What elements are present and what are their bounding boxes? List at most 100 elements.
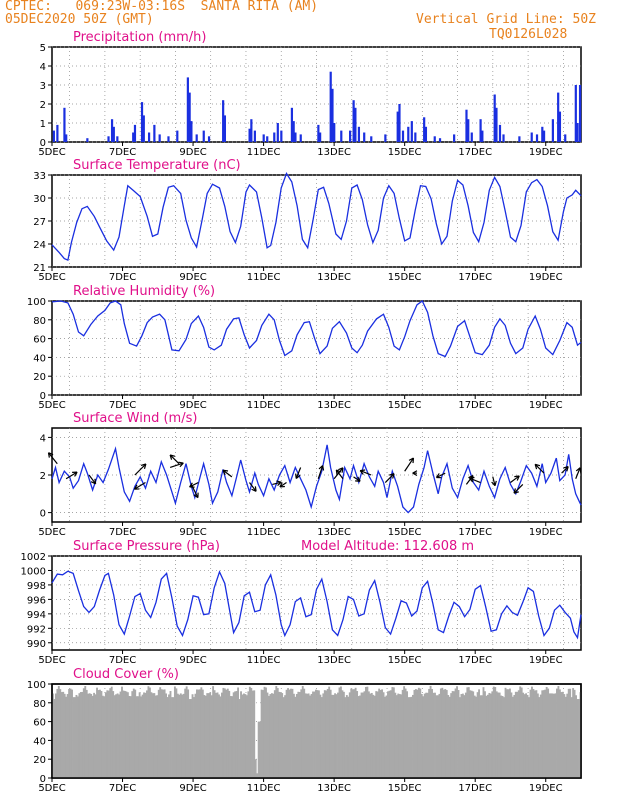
- wind-arrow: [561, 465, 569, 474]
- cloud-bar: [506, 689, 508, 778]
- cloud-bar: [422, 696, 425, 778]
- y-tick-label: 60: [33, 335, 46, 346]
- cloud-bar: [507, 689, 510, 778]
- cloud-bar: [478, 689, 481, 778]
- x-tick-label: 5DEC: [38, 783, 65, 794]
- cloud-bar: [132, 688, 135, 778]
- cloud-bar: [528, 697, 530, 778]
- cloud-bar: [94, 694, 97, 778]
- cloud-bar: [62, 691, 65, 778]
- cloud-bar: [232, 692, 235, 778]
- cloud-bar: [503, 697, 505, 778]
- precip-bar: [357, 126, 361, 142]
- cloud-bar: [173, 686, 176, 778]
- cloud-bar: [400, 694, 403, 778]
- cloud-bar: [103, 696, 106, 778]
- cloud-bar: [498, 692, 501, 778]
- precip-bar: [363, 132, 366, 142]
- precip-bar: [340, 130, 343, 142]
- cloud-bar: [320, 697, 323, 778]
- precip-bar: [176, 130, 179, 142]
- cloud-bar: [531, 686, 533, 778]
- cloud-bar: [106, 690, 109, 778]
- cloud-bar: [384, 696, 386, 778]
- cloud-bar: [131, 691, 134, 778]
- x-tick-label: 11DEC: [247, 655, 281, 666]
- panel-title: Surface Temperature (nC): [73, 158, 241, 173]
- cloud-bar: [442, 689, 445, 778]
- cloud-bar: [378, 688, 381, 778]
- cloud-bar: [379, 690, 382, 778]
- series-line: [51, 300, 582, 358]
- cloud-bar: [210, 695, 213, 778]
- cloud-bar: [448, 696, 451, 778]
- series-line: [51, 570, 582, 640]
- cloud-bar: [163, 689, 166, 778]
- cloud-bar: [137, 696, 140, 778]
- x-tick-label: 7DEC: [109, 400, 136, 411]
- wind-arrow: [272, 480, 282, 487]
- cloud-bar: [107, 690, 110, 778]
- cloud-bar: [547, 688, 550, 778]
- cloud-bar: [250, 687, 253, 778]
- cloud-bar: [248, 686, 251, 778]
- cloud-bar: [533, 690, 536, 778]
- cloud-bar: [188, 699, 191, 778]
- precip-bar: [453, 134, 456, 142]
- precip-bar: [433, 136, 436, 142]
- cloud-bar: [479, 695, 482, 778]
- precip-bar: [202, 130, 205, 142]
- header-run: 05DEC2020 50Z (GMT): [5, 12, 154, 27]
- cloud-bar: [354, 687, 357, 778]
- cloud-bar: [110, 686, 113, 778]
- cloud-bar: [542, 690, 545, 778]
- cloud-bar: [388, 690, 391, 778]
- cloud-bar: [97, 690, 100, 778]
- cloud-bar: [517, 690, 520, 778]
- x-tick-label: 15DEC: [388, 400, 422, 411]
- cloud-bar: [113, 695, 116, 778]
- cloud-bar: [419, 688, 422, 778]
- wind-arrow: [359, 469, 372, 476]
- x-tick-label: 17DEC: [458, 655, 492, 666]
- cloud-bar: [485, 695, 488, 778]
- cloud-bar: [391, 687, 394, 778]
- cloud-bar: [223, 688, 226, 778]
- precip-bar: [248, 128, 251, 142]
- y-tick-label: 0: [40, 509, 46, 520]
- cloud-bar: [376, 691, 379, 778]
- precip-bar: [317, 124, 320, 142]
- cloud-bar: [548, 693, 551, 778]
- cloud-bar: [125, 691, 128, 778]
- cloud-bar: [403, 686, 406, 778]
- cloud-bar: [60, 692, 63, 778]
- cloud-bar: [315, 689, 317, 778]
- cloud-bar: [532, 689, 535, 778]
- cloud-bar: [481, 695, 483, 778]
- cloud-bar: [439, 688, 442, 778]
- cloud-bar: [464, 692, 467, 778]
- cloud-bar: [200, 687, 203, 778]
- cloud-bar: [334, 693, 337, 778]
- cloud-bar: [228, 690, 231, 778]
- cloud-bar: [578, 699, 580, 778]
- cloud-bar: [275, 686, 278, 778]
- x-tick-label: 19DEC: [529, 783, 563, 794]
- cloud-bar: [243, 693, 245, 778]
- cloud-bar: [364, 686, 367, 778]
- precip-bar: [116, 136, 119, 142]
- cloud-bar: [87, 693, 90, 778]
- cloud-bar: [140, 696, 143, 778]
- cloud-bar: [216, 692, 219, 778]
- y-tick-label: 990: [27, 639, 46, 650]
- cloud-bar: [81, 691, 84, 778]
- cloud-bar: [182, 693, 185, 778]
- precip-bar: [207, 136, 211, 142]
- cloud-bar: [203, 695, 206, 778]
- cloud-bar: [278, 691, 281, 778]
- cloud-bar: [135, 696, 138, 778]
- cloud-bar: [563, 694, 566, 778]
- cloud-bar: [76, 696, 79, 778]
- cloud-bar: [287, 688, 289, 778]
- y-tick-label: 21: [33, 263, 46, 274]
